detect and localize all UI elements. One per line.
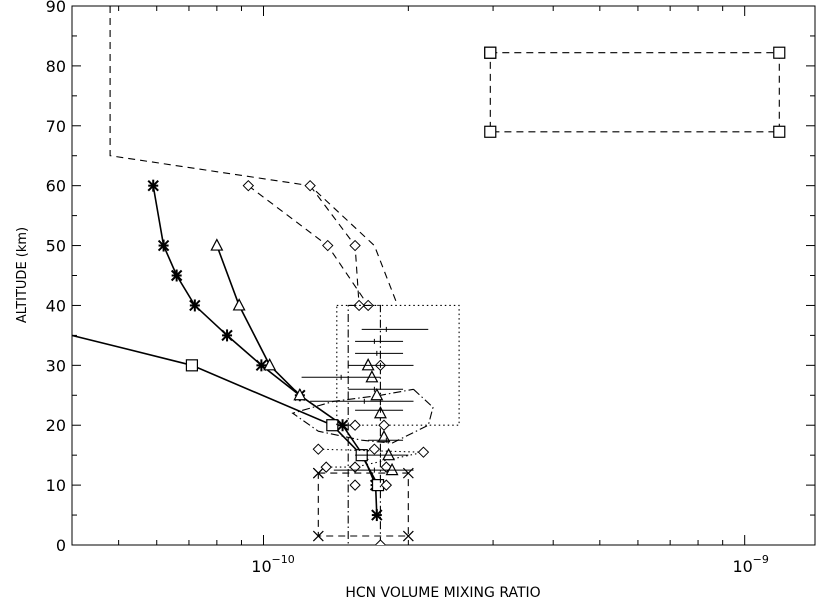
square-marker [773,46,786,59]
star-marker [336,419,349,431]
series-9 [336,304,460,426]
y-tick-label: 0 [56,536,66,555]
star-marker [255,359,268,372]
x-tick-exponent: −10 [271,553,294,566]
y-tick-label: 80 [46,57,66,76]
series-6 [304,179,365,312]
square-marker [484,125,497,138]
x-tick-exponent: −9 [753,553,769,566]
triangle-marker [385,462,399,476]
y-tick-label: 90 [46,0,66,16]
triangle-marker [382,447,396,461]
triangle-marker [210,238,224,251]
y-axis-label: ALTITUDE (km) [15,227,30,323]
series-line [336,304,460,426]
y-tick-label: 50 [46,237,66,256]
star-marker [147,179,159,192]
x-marker [402,530,414,542]
series-7 [484,46,786,138]
diamond-marker [374,539,387,545]
series-line [72,334,379,486]
series-12 [291,388,434,444]
series-line [489,52,780,133]
diamond-marker [322,239,334,252]
star-marker [170,269,183,282]
series-11 [347,304,381,545]
y-tick-label: 60 [46,177,66,196]
y-tick-label: 10 [46,476,66,495]
diamond-marker [368,443,381,455]
diamond-marker [349,419,361,431]
y-axis: 0 10 20 30 40 50 60 70 80 90 [46,0,815,555]
triangle-marker [370,387,384,401]
y-tick-label: 70 [46,117,66,136]
y-tick-label: 30 [46,356,66,375]
triangle-marker [232,298,246,311]
diamond-marker [312,443,325,455]
triangle-marker [263,358,277,371]
star-marker [157,239,170,252]
series-line [152,185,378,516]
square-marker [773,125,786,138]
series-line [291,388,434,444]
diamond-marker [320,461,332,473]
x-tick-label: 10 [733,557,753,576]
diamond-marker [242,179,255,192]
series-4 [109,6,399,306]
diamond-marker [349,239,361,252]
x-marker [312,530,324,542]
series-layer [72,6,786,545]
y-tick-label: 40 [46,296,66,315]
series-line [318,448,424,468]
diamond-marker [353,299,365,312]
x-tick-label: 10 [251,557,271,576]
series-line [317,472,409,537]
series-5 [242,179,374,312]
plot-frame [71,5,816,546]
square-marker [484,46,497,59]
diamond-marker [349,461,361,473]
diamond-marker [417,446,430,458]
star-marker [221,329,233,342]
triangle-marker [293,387,307,401]
series-8 [312,467,414,542]
x-axis-label: HCN VOLUME MIXING RATIO [345,585,540,601]
series-line [109,6,399,306]
triangle-marker [361,358,375,371]
diamond-marker [304,179,316,192]
x-axis: 10 −10 10 −9 [71,6,769,576]
star-marker [189,299,201,312]
series-13 [349,359,393,545]
series-2 [210,238,307,401]
series-15 [301,326,429,473]
x-marker [312,467,324,479]
diamond-marker [380,479,393,491]
series-line [347,304,381,545]
triangle-marker [365,370,379,383]
square-marker [326,419,339,432]
y-tick-label: 20 [46,416,66,435]
series-line [216,245,301,396]
diamond-marker [349,479,361,491]
square-marker [185,359,199,372]
